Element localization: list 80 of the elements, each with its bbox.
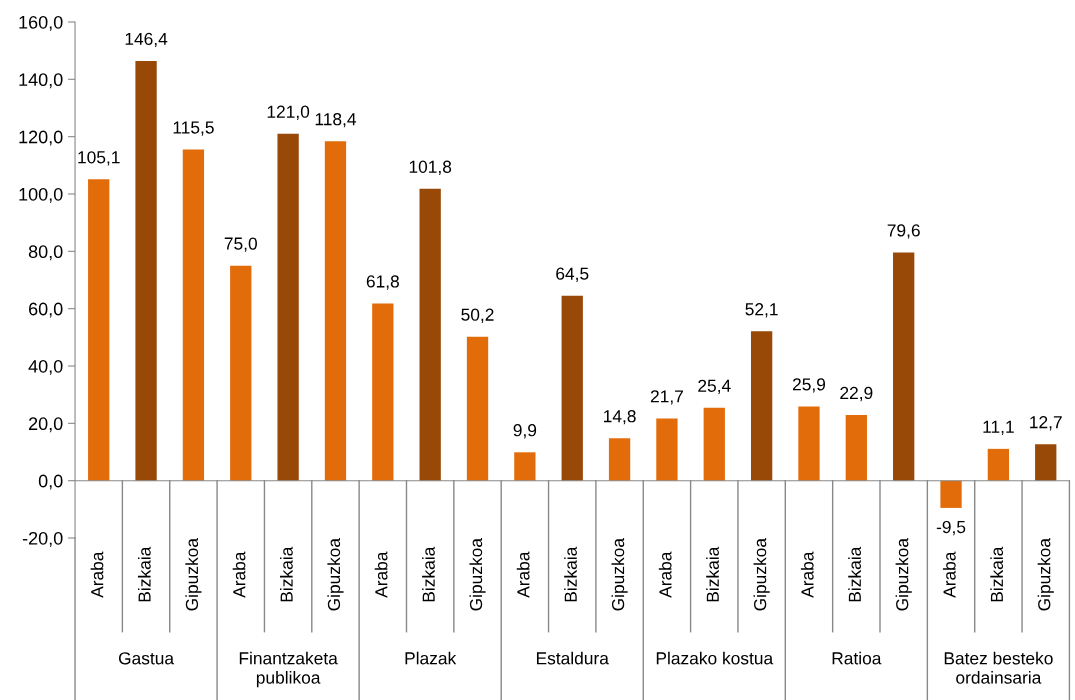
x-tick-label: Bizkaia [990, 546, 1004, 602]
y-tick-label: -20,0 [22, 531, 63, 547]
data-label: 75,0 [224, 237, 257, 252]
data-label: 22,9 [840, 386, 873, 402]
bar [230, 265, 252, 481]
bar [372, 303, 394, 481]
bar [845, 415, 867, 481]
data-label: 115,5 [173, 121, 214, 136]
x-tick-label: Bizkaia [280, 546, 293, 602]
data-label: 61,8 [366, 275, 399, 290]
x-tick-label: Araba [658, 551, 672, 598]
x-tick-label: Bizkaia [422, 546, 435, 602]
data-label: 64,5 [556, 267, 589, 282]
x-tick-label: Gipuzkoa [895, 538, 912, 611]
data-label: 12,7 [1030, 416, 1062, 431]
data-label: 121,0 [267, 105, 310, 120]
x-tick-label: Araba [942, 551, 956, 598]
x-tick-label: Gipuzkoa [611, 538, 628, 611]
y-tick-label: 60,0 [29, 302, 63, 318]
data-label: 52,1 [745, 303, 778, 318]
text: Plazak [405, 651, 457, 665]
y-tick-label: 160,0 [19, 15, 63, 31]
x-tick-label: Gipuzkoa [469, 538, 486, 611]
bar [656, 418, 678, 481]
data-label: -9,5 [936, 520, 966, 536]
text: Gastua [118, 652, 175, 665]
bar [798, 406, 820, 481]
data-label: 50,2 [461, 308, 494, 323]
x-tick-label: Araba [232, 551, 246, 598]
text: Batez besteko ordainsaria [944, 651, 1053, 684]
x-tick-label: Araba [90, 551, 104, 598]
y-tick-label: 100,0 [19, 187, 63, 203]
data-label: 25,4 [698, 379, 731, 394]
y-tick-label: 0,0 [38, 474, 63, 490]
data-label: 25,9 [792, 378, 826, 393]
bar [324, 141, 347, 481]
x-tick-label: Gipuzkoa [1037, 538, 1054, 611]
data-label: 14,8 [604, 410, 636, 425]
y-tick-label: 20,0 [29, 417, 63, 433]
data-label: 79,6 [887, 224, 920, 239]
y-tick-label: 120,0 [19, 130, 63, 146]
text: Plazako kostua [656, 651, 774, 665]
y-tick-label: 140,0 [19, 73, 63, 89]
bar [419, 188, 441, 481]
bar [703, 407, 725, 481]
x-tick-label: Gipuzkoa [327, 538, 344, 611]
bar [135, 60, 157, 481]
x-tick-label: Bizkaia [564, 546, 577, 602]
bar [893, 252, 915, 481]
x-tick-label: Gipuzkoa [753, 538, 770, 611]
data-label: 105,1 [78, 151, 120, 166]
bar [608, 438, 631, 481]
y-tick-label: 40,0 [28, 359, 63, 375]
bar [987, 448, 1010, 481]
bar [182, 149, 205, 481]
data-label: 9,9 [513, 424, 537, 439]
x-tick-label: Bizkaia [706, 546, 719, 602]
x-tick-label: Araba [516, 551, 530, 598]
x-tick-label: Gipuzkoa [185, 538, 202, 611]
text: Finantzaketa publikoa [239, 651, 338, 688]
x-tick-label: Araba [374, 551, 388, 598]
y-tick-label: 80,0 [28, 245, 63, 261]
data-label: 146,4 [125, 32, 168, 48]
bar [750, 331, 773, 481]
bar [466, 336, 489, 481]
x-tick-label: Bizkaia [848, 546, 861, 602]
bar [88, 179, 110, 481]
bar [1035, 444, 1057, 481]
bar [561, 295, 583, 481]
data-label: 118,4 [315, 113, 357, 128]
data-label: 11,1 [983, 420, 1014, 435]
bar [940, 480, 962, 508]
text: Ratioa [832, 651, 882, 665]
x-tick-label: Araba [800, 551, 814, 598]
x-tick-label: Bizkaia [137, 546, 151, 602]
data-label: 21,7 [650, 390, 683, 405]
bar [277, 133, 299, 481]
bar [514, 452, 536, 481]
text: Estaldura [536, 651, 609, 665]
data-label: 101,8 [409, 160, 452, 175]
